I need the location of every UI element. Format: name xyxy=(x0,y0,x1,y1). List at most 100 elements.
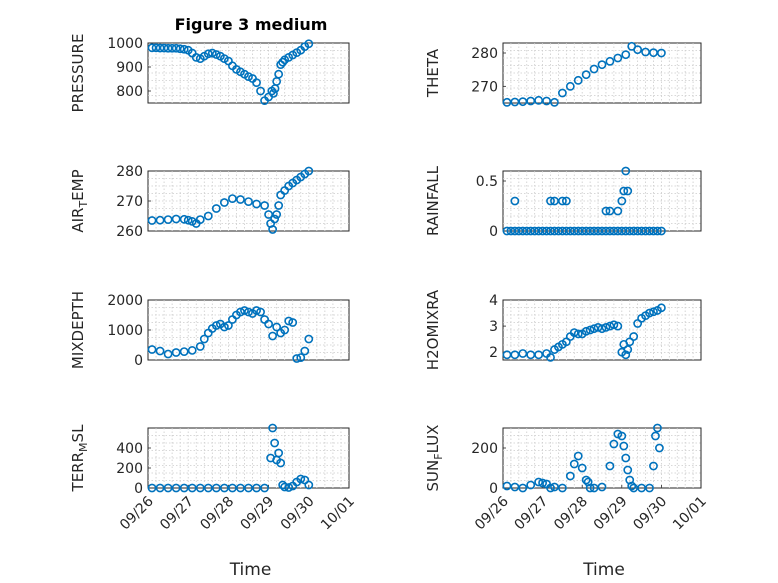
data-point xyxy=(274,201,284,210)
data-point xyxy=(653,423,662,433)
data-point xyxy=(167,43,177,53)
axes-box xyxy=(147,427,350,489)
data-point xyxy=(211,321,221,330)
data-point xyxy=(542,96,551,106)
data-point xyxy=(573,75,583,85)
data-point xyxy=(252,199,261,209)
data-point xyxy=(155,483,165,493)
data-point xyxy=(605,56,615,66)
x-tick-label: 09/29 xyxy=(591,494,631,534)
data-point xyxy=(573,329,583,339)
data-point xyxy=(223,321,233,330)
data-point xyxy=(569,459,579,469)
data-point xyxy=(623,186,633,196)
data-point xyxy=(510,196,520,206)
data-point xyxy=(558,88,567,98)
y-tick-label: 3 xyxy=(489,319,498,335)
data-point xyxy=(211,50,221,59)
data-point xyxy=(627,481,637,491)
data-point xyxy=(609,320,619,330)
data-point xyxy=(655,443,664,453)
data-point xyxy=(147,43,157,53)
y-axis-label: H2OMIXRA xyxy=(424,289,442,370)
data-point xyxy=(163,43,173,53)
data-point xyxy=(252,78,261,87)
data-point xyxy=(621,166,631,176)
y-tick-label: 2000 xyxy=(107,293,143,309)
data-point xyxy=(163,215,173,224)
data-point xyxy=(219,483,229,493)
y-tick-label: 270 xyxy=(116,194,143,210)
data-point xyxy=(597,60,607,70)
data-point xyxy=(304,39,314,49)
x-tick-label: 09/28 xyxy=(551,494,591,534)
data-point xyxy=(155,43,165,53)
data-point xyxy=(236,483,245,493)
x-tick-label: 09/28 xyxy=(197,494,237,534)
data-point xyxy=(649,461,658,471)
data-point xyxy=(558,196,567,206)
data-point xyxy=(187,483,197,493)
data-point xyxy=(211,204,221,213)
data-point xyxy=(581,326,591,336)
data-point xyxy=(613,206,623,216)
data-point xyxy=(546,196,555,206)
data-point xyxy=(510,482,520,492)
subplot-4: 0.5 0 RAINFALL xyxy=(424,165,702,240)
data-point xyxy=(280,482,290,492)
y-tick-label: 800 xyxy=(116,84,143,100)
y-tick-label: 270 xyxy=(471,79,498,95)
y-tick-label: 280 xyxy=(471,46,498,62)
data-point xyxy=(240,306,249,315)
x-tick-label: 09/26 xyxy=(117,493,157,533)
data-point xyxy=(244,307,253,317)
subplot-2: 280 270 THETA xyxy=(424,41,702,107)
data-point xyxy=(597,482,607,492)
y-tick-label: 1000 xyxy=(107,323,143,339)
data-point xyxy=(601,206,611,216)
data-point xyxy=(585,483,595,493)
data-point xyxy=(284,483,294,492)
data-point xyxy=(268,225,278,234)
data-point xyxy=(292,354,302,363)
data-point xyxy=(518,349,528,358)
data-point xyxy=(155,346,165,356)
subplot-7: 400 200 009/26 09/27 09/28 09/29 09/30 10/01 Tim… xyxy=(69,423,358,580)
y-tick-label: 0 xyxy=(489,224,498,240)
data-point xyxy=(304,480,314,490)
data-point xyxy=(288,318,298,327)
data-point xyxy=(623,465,633,475)
x-tick-label: 10/01 xyxy=(670,494,710,534)
data-point xyxy=(623,345,633,354)
data-point xyxy=(280,325,290,335)
data-point xyxy=(256,86,265,96)
data-point xyxy=(597,324,607,334)
y-tick-label: 260 xyxy=(116,224,143,240)
y-tick-label: 4 xyxy=(489,293,498,309)
data-point xyxy=(270,214,280,224)
x-tick-label: 09/30 xyxy=(630,494,670,534)
data-point xyxy=(538,478,547,488)
y-tick-label: 2 xyxy=(489,345,498,361)
data-point xyxy=(147,345,157,354)
data-point xyxy=(179,347,189,356)
y-tick-label: 200 xyxy=(471,441,498,457)
data-point xyxy=(645,308,654,318)
data-point xyxy=(195,483,205,493)
x-tick-label: 09/27 xyxy=(512,494,552,534)
data-point xyxy=(613,321,623,331)
data-point xyxy=(619,186,629,196)
y-tick-label: 0 xyxy=(489,481,498,497)
x-tick-label: 09/29 xyxy=(238,494,278,534)
data-point xyxy=(236,195,245,204)
y-axis-label: THETA xyxy=(424,48,442,98)
data-point xyxy=(546,483,555,493)
y-tick-label: 1000 xyxy=(107,36,143,52)
x-axis-label: Time xyxy=(582,560,625,580)
y-tick-label: 0.5 xyxy=(476,174,498,190)
data-point xyxy=(534,350,544,360)
data-point xyxy=(274,69,284,79)
data-point xyxy=(629,332,639,341)
y-axis-label: AIRTEMP xyxy=(69,169,90,232)
